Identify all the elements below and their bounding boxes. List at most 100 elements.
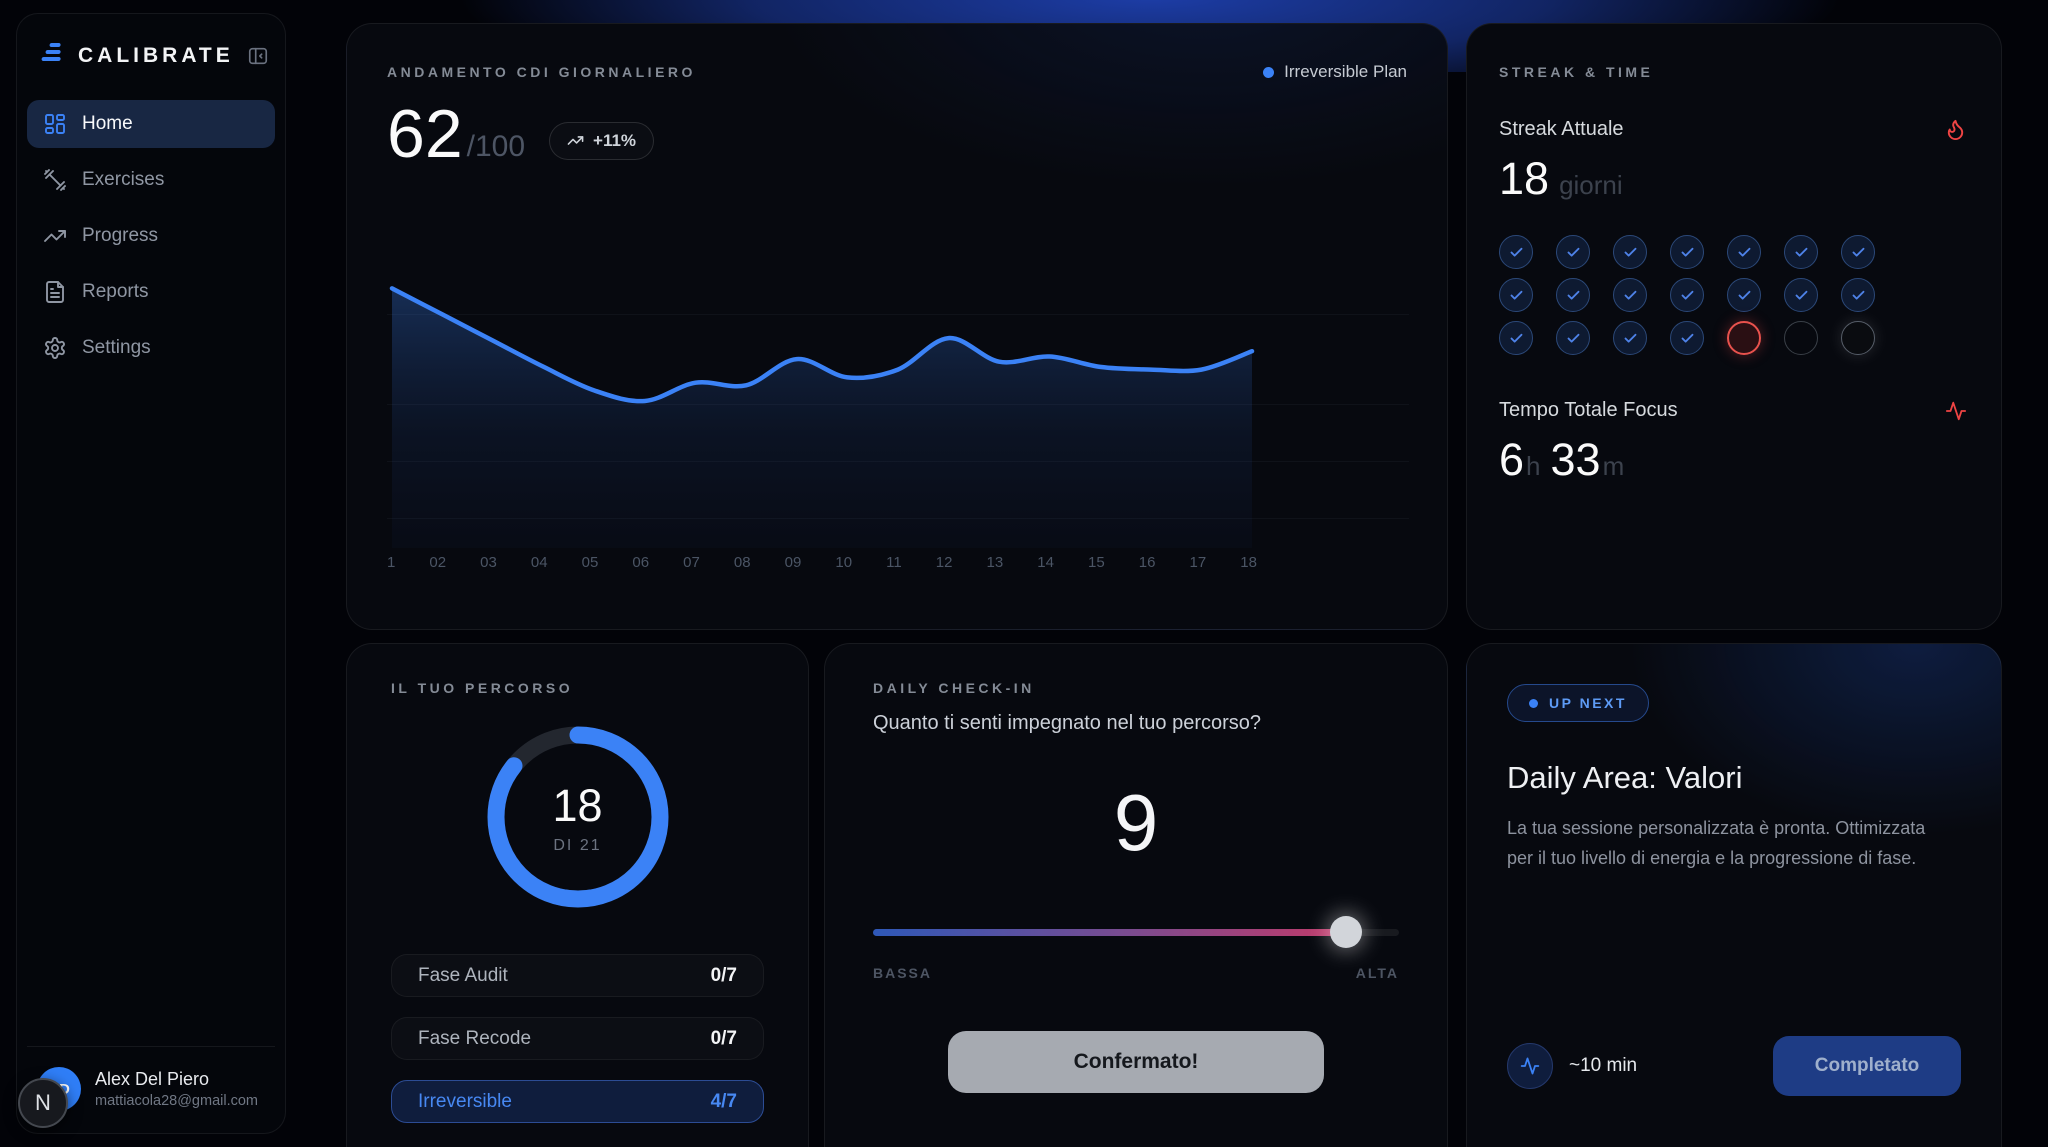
cdi-chart-card: ANDAMENTO CDI GIORNALIERO Irreversible P…: [346, 23, 1448, 630]
grid-line: [387, 314, 1409, 315]
x-axis-tick: 07: [683, 554, 700, 571]
focus-hours: 6: [1499, 434, 1525, 485]
sidebar-item-label: Exercises: [82, 169, 165, 190]
streak-day-circle: [1613, 235, 1647, 269]
sidebar-nav: Home Exercises Progress Reports Settings: [27, 100, 275, 380]
cdi-delta-badge: +11%: [549, 121, 655, 160]
percorso-card-title: IL TUO PERCORSO: [391, 680, 574, 696]
confirm-button[interactable]: Confermato!: [948, 1031, 1324, 1093]
streak-label: Streak Attuale: [1499, 118, 1624, 140]
checkin-card: DAILY CHECK-IN Quanto ti senti impegnato…: [824, 643, 1448, 1147]
x-axis-tick: 18: [1240, 554, 1257, 571]
sidebar-item-label: Home: [82, 113, 133, 134]
engagement-slider[interactable]: [873, 915, 1399, 949]
focus-hours-unit: h: [1526, 451, 1541, 481]
legend-label: Irreversible Plan: [1284, 62, 1407, 81]
x-axis-tick: 1: [387, 554, 396, 571]
x-axis-tick: 08: [733, 554, 751, 571]
streak-day-circle: [1613, 321, 1647, 355]
phase-label: Fase Audit: [418, 964, 508, 986]
cdi-score: 62: [387, 96, 463, 172]
phase-row-fase-recode[interactable]: Fase Recode 0/7: [391, 1017, 764, 1060]
sidebar-item-settings[interactable]: Settings: [27, 324, 275, 372]
checkin-value: 9: [1113, 778, 1159, 867]
dumbbell-icon: [43, 168, 67, 192]
sidebar-item-exercises[interactable]: Exercises: [27, 156, 275, 204]
x-axis-tick: 03: [480, 554, 497, 571]
chart-area-fill: [392, 288, 1252, 548]
streak-day-circle: [1784, 235, 1818, 269]
streak-day-circle: [1841, 235, 1875, 269]
badge-dot-icon: [1529, 698, 1538, 708]
gear-icon: [43, 336, 67, 360]
x-axis-tick: 15: [1088, 554, 1105, 571]
streak-day-circle: [1499, 235, 1533, 269]
x-axis-tick: 09: [784, 554, 802, 571]
phase-list: Fase Audit 0/7 Fase Recode 0/7 Irreversible 4…: [391, 954, 764, 1123]
x-axis-labels: 1 02 03 04 05 06 07 08 09 10 11 12 13 14 15 16 17 18: [387, 554, 1257, 571]
x-axis-tick: 14: [1037, 554, 1054, 571]
phase-count: 0/7: [710, 964, 737, 986]
cdi-line-chart: 1 02 03 04 05 06 07 08 09 10 11 12 13 14 15 16 17 18: [387, 256, 1409, 578]
phase-count: 0/7: [710, 1027, 737, 1049]
streak-day-circle: [1556, 321, 1590, 355]
session-duration: ~10 min: [1569, 1055, 1638, 1076]
sidebar-item-home[interactable]: Home: [27, 100, 275, 148]
streak-day-circle: [1670, 278, 1704, 312]
phase-row-irreversible[interactable]: Irreversible 4/7: [391, 1080, 764, 1123]
complete-button[interactable]: Completato: [1773, 1036, 1961, 1096]
flame-icon: [1947, 119, 1964, 141]
logo-text: CALIBRATE: [78, 44, 234, 67]
x-axis-tick: 02: [429, 554, 447, 571]
donut-value: 18: [552, 779, 603, 831]
streak-day-circle: [1841, 278, 1875, 312]
upnext-badge-label: UP NEXT: [1549, 695, 1627, 711]
sidebar-item-label: Reports: [82, 281, 149, 302]
sidebar-collapse-icon[interactable]: [247, 45, 269, 67]
streak-day-grid: [1499, 235, 1875, 355]
phase-count: 4/7: [710, 1090, 737, 1112]
upnext-description: La tua sessione personalizzata è pronta.…: [1507, 818, 1926, 868]
slider-fill: [873, 929, 1347, 936]
cdi-delta-value: +11%: [593, 130, 637, 150]
trending-up-icon: [567, 136, 584, 146]
overlay-n-badge[interactable]: N: [18, 1078, 68, 1128]
checkin-card-title: DAILY CHECK-IN: [873, 680, 1035, 696]
streak-day-circle: [1784, 321, 1818, 355]
streak-day-circle: [1670, 321, 1704, 355]
x-axis-tick: 11: [886, 554, 902, 571]
streak-day-circle: [1727, 235, 1761, 269]
sidebar-item-progress[interactable]: Progress: [27, 212, 275, 260]
sidebar-item-reports[interactable]: Reports: [27, 268, 275, 316]
checkin-question: Quanto ti senti impegnato nel tuo percor…: [873, 712, 1262, 734]
slider-thumb[interactable]: [1330, 916, 1363, 948]
profile-name: Alex Del Piero: [95, 1069, 210, 1089]
focus-minutes: 33: [1550, 434, 1601, 485]
logo-row: CALIBRATE: [27, 34, 275, 100]
cdi-card-title: ANDAMENTO CDI GIORNALIERO: [387, 64, 696, 80]
upnext-title: Daily Area: Valori: [1507, 760, 1743, 795]
percorso-card: IL TUO PERCORSO 18 DI 21 Fase Audit 0/7 Fa…: [346, 643, 809, 1147]
streak-day-circle: [1499, 321, 1533, 355]
phase-label: Fase Recode: [418, 1027, 532, 1049]
x-axis-tick: 06: [632, 554, 650, 571]
streak-days-unit: giorni: [1559, 170, 1623, 200]
calibrate-logo-icon: [41, 42, 68, 70]
line-chart-svg: [389, 286, 1255, 548]
streak-day-circle: [1499, 278, 1533, 312]
upnext-badge: UP NEXT: [1507, 684, 1649, 722]
focus-time-label: Tempo Totale Focus: [1499, 399, 1678, 421]
legend-dot-icon: [1263, 66, 1275, 78]
donut-svg: [487, 726, 668, 908]
sidebar-item-label: Progress: [82, 225, 159, 246]
phase-row-fase-audit[interactable]: Fase Audit 0/7: [391, 954, 764, 997]
x-axis-tick: 04: [530, 554, 548, 571]
x-axis-tick: 16: [1138, 554, 1156, 571]
streak-day-circle: [1784, 278, 1818, 312]
chart-legend: Irreversible Plan: [1263, 62, 1407, 82]
streak-day-circle: [1841, 321, 1875, 355]
slider-label-low: BASSA: [873, 965, 933, 981]
chart-line: [389, 286, 1255, 404]
streak-card-title: STREAK & TIME: [1499, 64, 1654, 80]
sidebar: CALIBRATE Home Exercises Progress Reports Se…: [16, 13, 286, 1134]
